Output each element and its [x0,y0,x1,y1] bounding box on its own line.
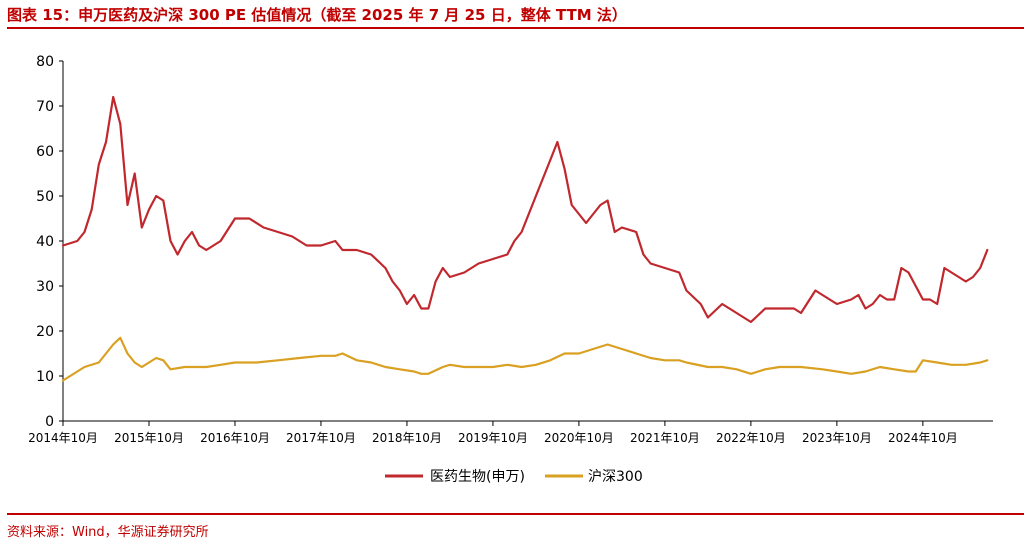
chart-title: 图表 15：申万医药及沪深 300 PE 估值情况（截至 2025 年 7 月 … [7,6,627,24]
y-tick-label: 0 [45,414,54,430]
x-tick-label: 2016年10月 [200,431,270,445]
x-tick-label: 2015年10月 [114,431,184,445]
source-note: 资料来源：Wind，华源证券研究所 [7,525,209,540]
y-tick-label: 70 [36,99,54,115]
y-tick-label: 40 [36,234,54,250]
legend-label-pharma: 医药生物(申万) [430,469,525,485]
footer-rule [7,513,1024,515]
x-tick-label: 2019年10月 [458,431,528,445]
x-tick-label: 2024年10月 [888,431,958,445]
y-tick-label: 50 [36,189,54,205]
y-tick-label: 20 [36,324,54,340]
chart-axes: 0 10 20 30 40 50 60 70 80 2014年10月 2015年10月 2016年10… [28,54,993,445]
x-tick-label: 2021年10月 [630,431,700,445]
x-tick-label: 2014年10月 [28,431,98,445]
chart-legend: 医药生物(申万) 沪深300 [385,469,643,485]
y-tick-label: 10 [36,369,54,385]
y-tick-label: 60 [36,144,54,160]
series-line-pharma [61,95,989,324]
x-tick-label: 2018年10月 [372,431,442,445]
series-line-csi300 [61,336,989,382]
legend-label-csi300: 沪深300 [588,469,643,485]
x-tick-label: 2022年10月 [716,431,786,445]
y-tick-label: 80 [36,54,54,70]
x-tick-label: 2023年10月 [802,431,872,445]
x-tick-label: 2017年10月 [286,431,356,445]
pe-line-chart: 0 10 20 30 40 50 60 70 80 2014年10月 2015年10月 2016年10… [28,54,993,485]
chart-series [61,95,989,382]
y-tick-label: 30 [36,279,54,295]
x-tick-label: 2020年10月 [544,431,614,445]
title-rule [7,27,1024,29]
